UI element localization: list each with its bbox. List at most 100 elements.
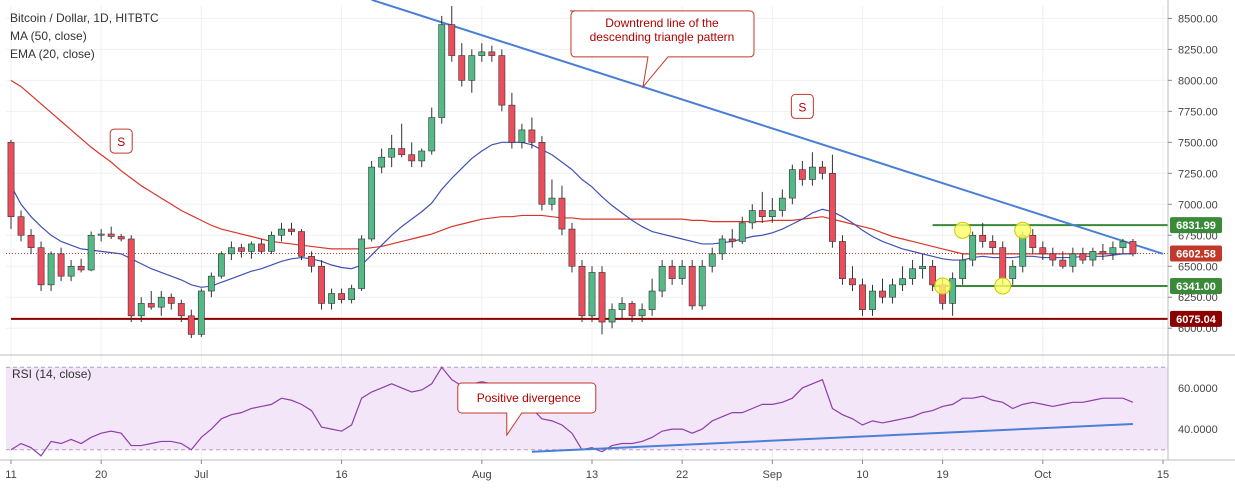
price-tag [1170,245,1222,262]
candle-body [778,197,786,211]
candle-body [1069,253,1077,267]
candle-body [137,303,145,317]
candle-body [67,265,75,277]
candle-body [909,268,916,279]
candle-body [808,166,816,180]
time-tick-label: 16 [335,469,347,481]
time-tick-label: 15 [1157,469,1169,481]
downtrend-line [371,0,1164,255]
candle-body [468,55,476,81]
candle-body [197,290,205,335]
callout-downtrend-text: Downtrend line of the [605,16,719,30]
candle-body [899,278,906,286]
candle-body [87,234,95,271]
price-tick-label: 8500.00 [1178,13,1218,25]
candle-body [1049,253,1057,261]
rsi-tick-label: 60.0000 [1178,383,1218,395]
candle-body [698,265,706,307]
candle-body [207,275,215,292]
candle-body [458,55,466,81]
candle-body [558,197,566,230]
candle-body [388,148,396,158]
candle-body [708,253,716,267]
candle-body [508,104,516,143]
callout-downtrend-text: descending triangle pattern [590,30,735,44]
candle-body [378,156,386,168]
candle-body [1029,234,1037,248]
candle-body [147,303,155,308]
price-tick-label: 6750.00 [1178,230,1218,242]
time-tick-label: Jul [194,469,208,481]
time-tick-label: Sep [763,469,783,481]
candle-body [398,148,406,156]
candle-body [348,288,356,301]
time-tick-label: Aug [472,469,492,481]
candle-body [999,247,1007,279]
candle-body [598,272,606,323]
candle-body [818,166,826,174]
marker-box [790,93,814,119]
candle-body [298,231,305,257]
candle-body [979,234,987,242]
axes: 8500.00 8250.00 8000.00 7750.00 7500.00 7250.… [0,0,1235,481]
price-tag-label: 6341.00 [1176,281,1216,293]
candle-body [949,278,957,304]
price-tag-label: 6602.58 [1176,249,1216,261]
candle-body [338,293,345,301]
candle-body [638,309,646,317]
candle-body [538,142,546,205]
marker-s-label: S [798,100,806,114]
chart-title: Bitcoin / Dollar, 1D, HITBTC [10,11,159,25]
candle-body [217,253,225,277]
price-tick-label: 7000.00 [1178,199,1218,211]
price-tag [1170,310,1222,327]
candle-body [748,210,756,224]
candle-body [358,238,366,289]
candle-body [498,55,506,106]
candle-body [869,290,876,310]
candle-body [608,309,616,323]
marker-box [109,128,133,154]
candle-body [618,303,626,310]
candle-body [668,265,676,279]
candle-body [237,247,245,252]
candle-body [328,293,335,304]
candle-body [889,284,896,298]
callout-divergence: Positive divergence [457,382,597,437]
candle-body [1079,253,1087,261]
candle-body [7,142,15,217]
candle-body [57,253,65,277]
candle-body [688,265,696,307]
price-tick-label: 7250.00 [1178,168,1218,180]
indicator-ema20-label: EMA (20, close) [10,47,95,61]
price-tag-label: 6831.99 [1176,220,1216,232]
candle-body [849,278,856,286]
candle-body [548,197,556,205]
candle-body [798,169,806,180]
rsi-label: RSI (14, close) [12,367,91,381]
candle-body [1039,247,1047,255]
callout-divergence-text: Positive divergence [477,391,581,405]
candle-body [1089,251,1097,261]
time-tick-label: 11 [5,469,16,481]
candle-body [268,234,275,252]
candle-body [959,259,967,279]
candle-body [17,216,25,236]
candle-body [448,24,456,56]
candle-body [1109,247,1117,255]
candle-body [438,24,446,118]
candle-body [1019,234,1027,267]
time-tick-label: 13 [586,469,598,481]
time-tick-label: Oct [1034,469,1051,481]
price-tag-label: 6075.04 [1176,314,1217,326]
candle-body [107,233,115,237]
candle-body [157,296,165,308]
candle-body [47,253,55,286]
candle-body [678,265,686,279]
candle-body [588,272,596,317]
indicator-ma50-label: MA (50, close) [10,29,87,43]
price-tag [1170,277,1222,294]
candle-body [187,315,195,335]
